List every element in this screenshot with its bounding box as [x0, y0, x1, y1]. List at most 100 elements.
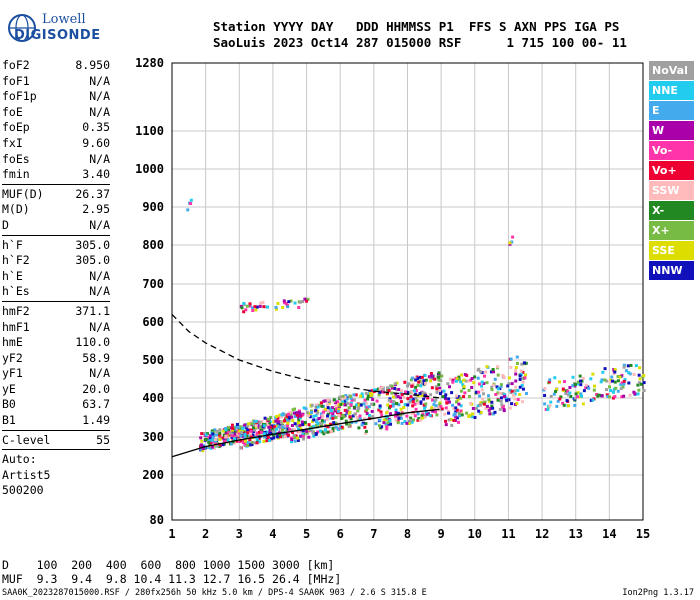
echo-point	[282, 435, 286, 439]
echo-point	[457, 402, 461, 406]
echo-point	[403, 403, 407, 407]
echo-point	[390, 391, 394, 395]
echo-point	[230, 423, 234, 427]
echo-point	[233, 432, 237, 436]
echo-point	[284, 301, 288, 305]
y-tick-label: 600	[142, 315, 164, 329]
echo-point	[379, 410, 383, 414]
echo-point	[397, 416, 401, 420]
param-value: 305.0	[75, 237, 110, 252]
echo-point	[454, 415, 458, 419]
echo-point	[399, 400, 403, 404]
echo-point	[329, 429, 333, 433]
legend-item-ssw: SSW	[649, 181, 694, 200]
y-tick-label: 1280	[135, 56, 164, 70]
echo-point	[579, 379, 583, 383]
echo-point	[372, 402, 376, 406]
echo-point	[391, 404, 395, 408]
echo-point	[209, 446, 213, 450]
echo-point	[566, 393, 570, 397]
echo-point	[521, 387, 525, 391]
echo-point	[444, 393, 448, 397]
echo-point	[325, 417, 329, 421]
echo-point	[276, 301, 280, 305]
echo-point	[524, 392, 528, 396]
echo-point	[546, 406, 550, 410]
echo-point	[292, 434, 296, 438]
echo-point	[286, 421, 290, 425]
echo-point	[608, 380, 612, 384]
echo-point	[285, 424, 289, 428]
echo-point	[399, 389, 403, 393]
y-tick-label: 1000	[135, 162, 164, 176]
echo-point	[616, 389, 620, 393]
param-value: N/A	[89, 268, 110, 283]
echo-point	[286, 412, 290, 416]
echo-point	[430, 386, 434, 390]
echo-point	[270, 437, 274, 441]
echo-point	[296, 438, 300, 442]
echo-point	[521, 370, 525, 374]
param-row: C-level 55	[2, 433, 110, 449]
echo-point	[211, 436, 215, 440]
echo-point	[487, 394, 491, 398]
param-value: 110.0	[75, 335, 110, 350]
echo-point	[243, 442, 247, 446]
echo-point	[367, 413, 371, 417]
echo-point	[459, 373, 463, 377]
x-tick-label: 10	[468, 527, 482, 541]
echo-point	[507, 376, 511, 380]
echo-point	[240, 306, 244, 310]
echo-point	[558, 380, 562, 384]
echo-point	[449, 377, 453, 381]
echo-point	[250, 443, 254, 447]
echo-point	[622, 365, 626, 369]
echo-point	[443, 412, 447, 416]
x-tick-label: 11	[501, 527, 515, 541]
y-tick-label: 700	[142, 277, 164, 291]
echo-point	[242, 301, 246, 305]
echo-point	[510, 382, 514, 386]
echo-point	[409, 416, 413, 420]
footer-file-info: SAA0K_2023287015000.RSF / 280fx256h 50 k…	[2, 588, 427, 598]
echo-point	[357, 426, 361, 430]
echo-point	[423, 394, 427, 398]
echo-point	[382, 421, 386, 425]
echo-point	[435, 413, 439, 417]
param-note: 500200	[2, 483, 44, 498]
param-value: 2.95	[82, 202, 110, 217]
echo-point	[298, 300, 302, 304]
echo-point	[268, 420, 272, 424]
echo-point	[613, 380, 617, 384]
echo-point	[252, 426, 256, 430]
echo-point	[613, 367, 617, 371]
echo-point	[470, 415, 474, 419]
echo-point	[334, 405, 338, 409]
echo-point	[397, 403, 401, 407]
echo-point	[576, 391, 580, 395]
echo-point	[374, 422, 378, 426]
echo-point	[422, 415, 426, 419]
echo-point	[322, 399, 326, 403]
echo-point	[248, 443, 252, 447]
y-tick-label: 80	[150, 513, 164, 527]
echo-point	[484, 406, 488, 410]
echo-point	[499, 399, 503, 403]
echo-point	[237, 431, 241, 435]
echo-point	[614, 386, 618, 390]
echo-point	[405, 414, 409, 418]
echo-point	[251, 306, 255, 310]
echo-point	[321, 415, 325, 419]
echo-point	[248, 304, 252, 308]
echo-point	[267, 417, 271, 421]
scaled-parameters-panel: foF2 8.950 foF1 N/A foF1p N/A foE N/A foEp 0.35 fx…	[2, 58, 110, 499]
echo-point	[336, 400, 340, 404]
x-tick-label: 5	[303, 527, 310, 541]
echo-point	[467, 414, 471, 418]
echo-point	[454, 406, 458, 410]
echo-point	[310, 411, 314, 415]
echo-point	[434, 404, 438, 408]
echo-point	[439, 379, 443, 383]
echo-point	[364, 401, 368, 405]
param-value: 9.60	[82, 135, 110, 150]
